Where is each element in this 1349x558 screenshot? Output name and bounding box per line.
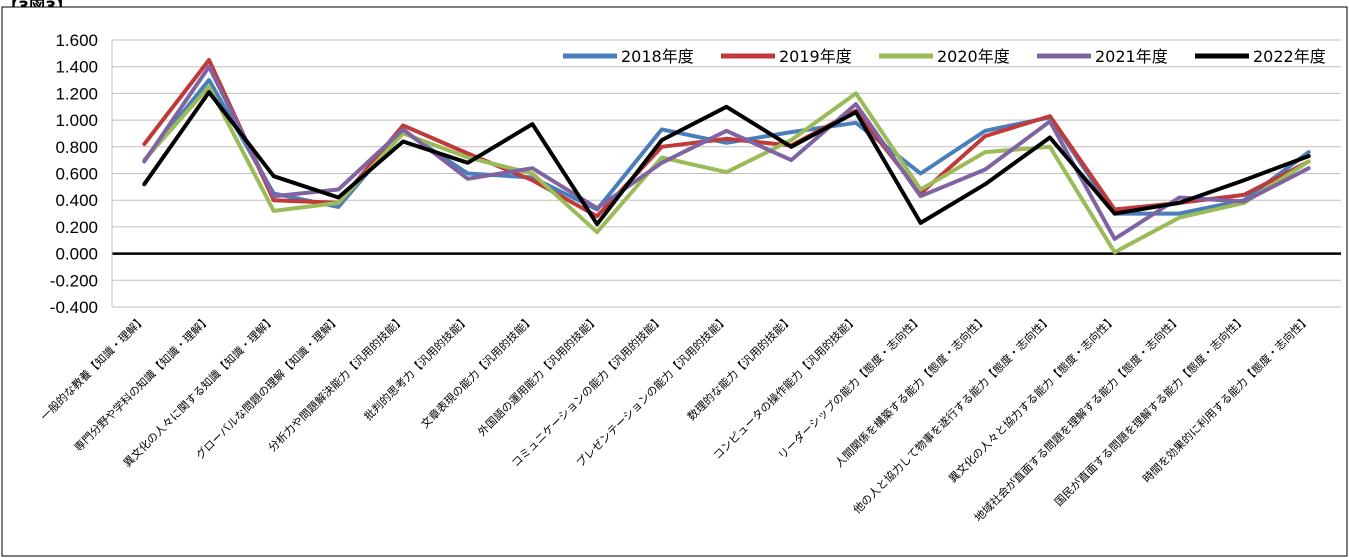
legend-label: 2019年度 [779,47,852,66]
y-tick-label: 1.200 [55,84,98,103]
y-tick-label: 0.200 [55,218,98,237]
series-lines [142,58,1311,255]
series-line [142,90,1311,227]
legend: 2018年度 2019年度 2020年度 2021年度 2022年度 [563,47,1326,66]
y-tick-label: -0.400 [50,298,98,317]
y-tick-labels: -0.400 -0.200 0.000 0.200 0.400 0.600 0.800 1.0… [50,31,98,317]
series-line [142,64,1311,241]
y-tick-label: 1.000 [55,111,98,130]
legend-label: 2021年度 [1095,47,1168,66]
y-tick-label: 0.400 [55,191,98,210]
y-tick-label: 0.800 [55,138,98,157]
y-tick-label: 1.600 [55,31,98,50]
legend-label: 2020年度 [937,47,1010,66]
y-tick-label: -0.200 [50,271,98,290]
y-tick-label: 1.400 [55,58,98,77]
series-line [142,84,1311,255]
legend-label: 2022年度 [1253,47,1326,66]
legend-label: 2018年度 [621,47,694,66]
y-tick-label: 0.600 [55,165,98,184]
y-tick-label: 0.000 [55,245,98,264]
